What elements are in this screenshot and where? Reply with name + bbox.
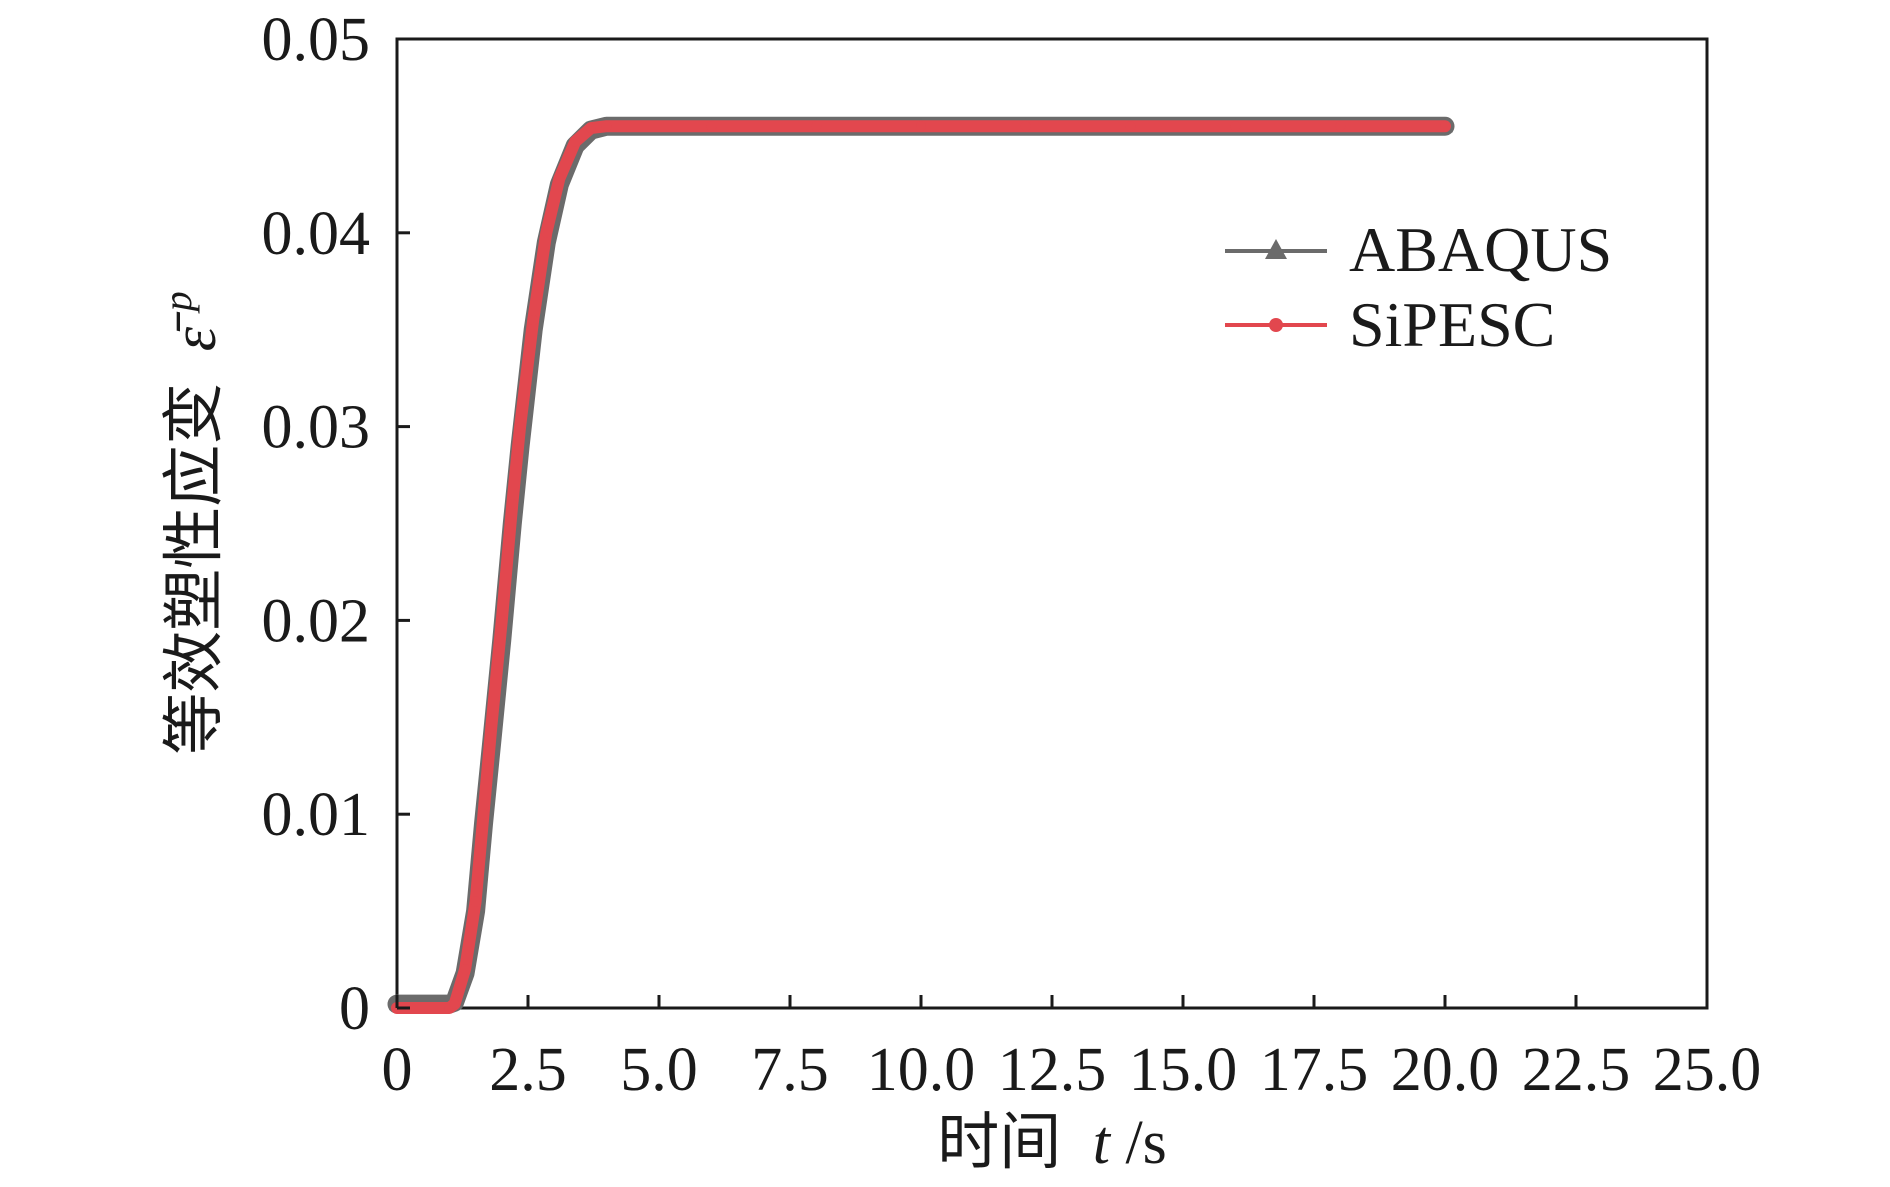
data-point-sipesc [496,615,507,626]
legend-label-sipesc: SiPESC [1349,289,1555,360]
data-point-sipesc [916,121,926,132]
y-tick-label: 0.05 [262,6,371,74]
x-tick-label: 5.0 [620,1036,698,1104]
legend-marker-sipesc-circle-icon [1269,318,1283,332]
data-point-sipesc [470,896,481,907]
x-tick-label: 0 [382,1036,413,1104]
series-line-abaqus [387,116,1455,1014]
data-point-sipesc [601,121,612,132]
x-axis-title-unit: /s [1125,1109,1166,1177]
data-point-sipesc [554,173,565,184]
axis-tick-labels: 0 2.5 5.0 7.5 10.0 12.5 15.0 17.5 20.0 22.5 25.0 0 0… [262,6,1762,1104]
y-tick-label: 0.01 [262,781,371,849]
series-line-sipesc [391,120,1451,1014]
x-tick-label: 25.0 [1653,1036,1762,1104]
data-point-sipesc [460,964,471,975]
data-point-sipesc [541,227,552,238]
x-tick-label: 22.5 [1522,1036,1631,1104]
data-point-sipesc [811,121,822,132]
x-axis-title-variable: t [1093,1109,1112,1177]
x-tick-label: 17.5 [1260,1036,1369,1104]
y-axis-title-text: 等效塑性应变 [161,383,229,755]
x-tick-label: 10.0 [867,1036,976,1104]
data-point-sipesc [1335,121,1346,132]
legend-label-abaqus: ABAQUS [1349,214,1612,285]
x-tick-label: 15.0 [1129,1036,1238,1104]
y-tick-label: 0.04 [262,200,371,268]
axis-ticks [395,37,1709,1010]
y-tick-label: 0 [339,975,370,1043]
data-point-sipesc [1020,121,1031,132]
data-point-sipesc [449,999,460,1010]
legend: ABAQUS SiPESC [1225,214,1612,360]
y-axis-title: 等效塑性应变 ε̄ p [155,291,229,754]
y-tick-label: 0.02 [262,587,371,655]
y-axis-title-symbol: ε̄ [161,311,229,351]
series-layer [387,116,1455,1014]
data-point-sipesc [1230,121,1241,132]
x-tick-label: 20.0 [1391,1036,1500,1104]
data-point-sipesc [478,809,489,820]
data-point-sipesc [1125,121,1136,132]
data-point-sipesc [528,315,539,326]
data-point-sipesc [507,499,518,510]
x-axis-title-text: 时间 [937,1109,1061,1177]
x-axis-title: 时间 t /s [937,1109,1167,1177]
data-point-sipesc [515,421,526,432]
data-point-sipesc [570,136,581,147]
plot-frame [395,37,1709,1010]
y-axis-title-superscript: p [155,291,200,314]
data-point-sipesc [585,123,596,134]
x-tick-label: 2.5 [489,1036,567,1104]
y-tick-label: 0.03 [262,394,371,462]
data-point-sipesc [706,121,717,132]
x-tick-label: 12.5 [998,1036,1107,1104]
data-point-sipesc [486,721,497,732]
data-point-sipesc [1440,121,1450,132]
x-tick-label: 7.5 [751,1036,829,1104]
legend-marker-abaqus-triangle-icon [1265,239,1287,259]
